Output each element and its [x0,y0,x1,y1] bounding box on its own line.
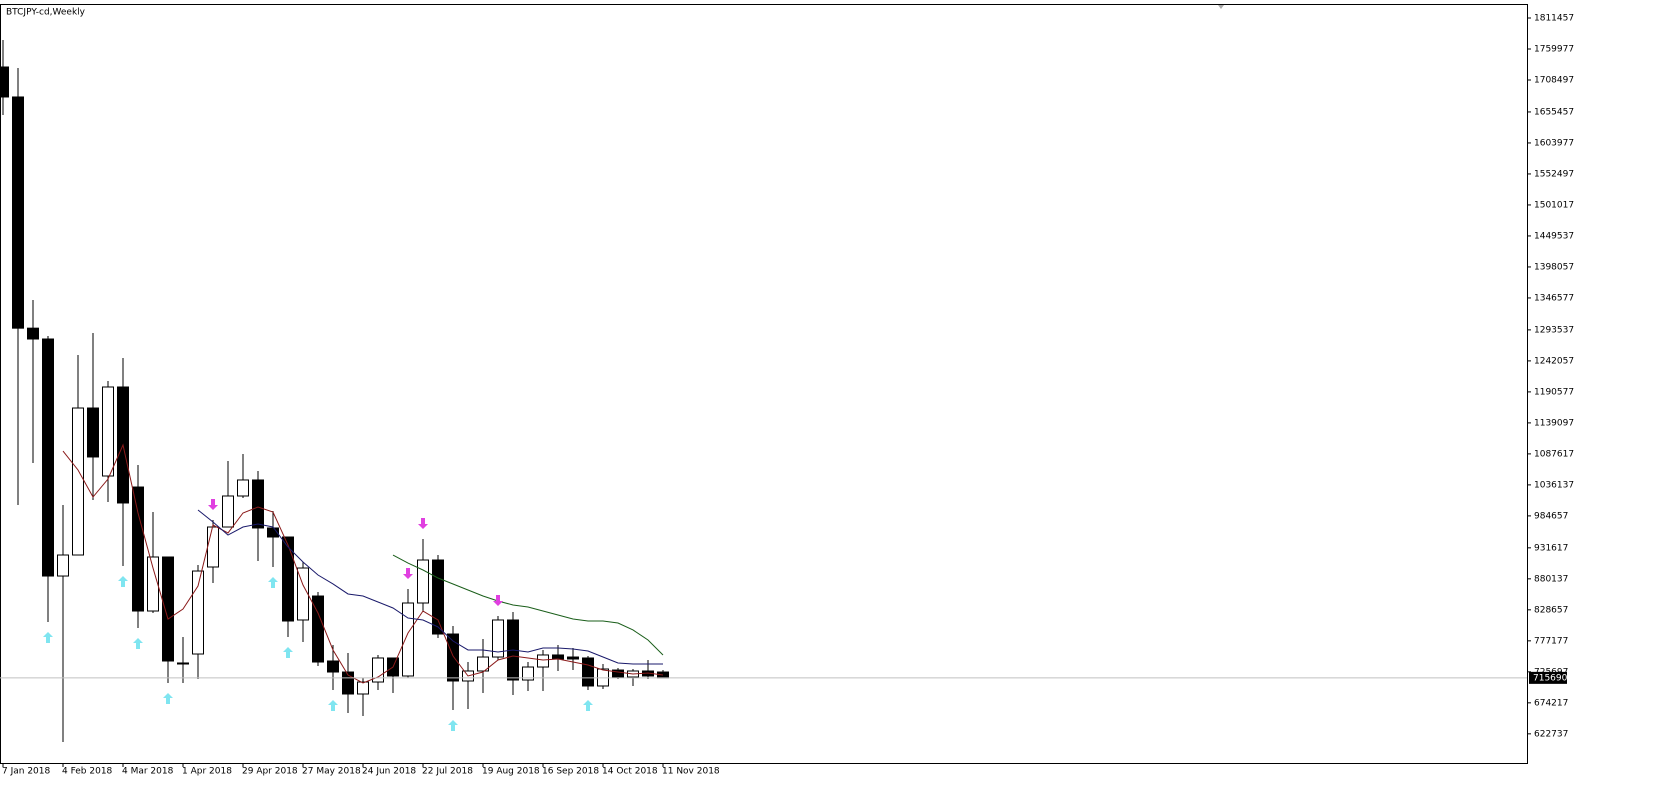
candle-body [0,66,9,98]
candle-body [477,656,489,672]
y-tick-label: 1811457 [1534,13,1574,23]
y-tick-label: 828657 [1534,605,1568,615]
fractal-up [328,700,338,712]
candle-body [27,327,39,340]
y-tick-label: 1293537 [1534,325,1574,335]
fractal-down [403,567,413,579]
x-tick-label: 7 Jan 2018 [2,767,50,777]
y-tick-label: 1036137 [1534,480,1574,490]
candle-body [582,657,594,687]
candle-body [177,662,189,665]
candle-body [282,536,294,622]
x-tick-label: 4 Feb 2018 [62,767,113,777]
candle-body [567,656,579,660]
y-tick-label: 931617 [1534,543,1568,553]
x-tick-label: 22 Jul 2018 [422,767,473,777]
x-tick-label: 29 Apr 2018 [242,767,298,777]
candle-body [492,619,504,658]
y-tick-label: 1449537 [1534,231,1574,241]
candle-body [537,654,549,668]
last-price-label: 715690 [1533,673,1568,683]
candle-body [72,407,84,556]
y-tick-label: 1087617 [1534,449,1574,459]
candle-body [327,660,339,673]
candle-body [297,567,309,621]
fractal-up [583,700,593,712]
y-tick-label: 1190577 [1534,387,1574,397]
shift-marker [1218,5,1224,9]
y-tick-label: 1346577 [1534,293,1574,303]
y-tick-label: 1759977 [1534,45,1574,55]
x-tick-label: 16 Sep 2018 [542,767,599,777]
y-tick-label: 1139097 [1534,418,1574,428]
candle-body [417,559,429,604]
x-tick-label: 24 Jun 2018 [362,767,416,777]
candle-body [312,595,324,663]
y-tick-label: 880137 [1534,574,1568,584]
candle-body [237,479,249,497]
x-tick-label: 4 Mar 2018 [122,767,174,777]
x-tick-label: 1 Apr 2018 [182,767,232,777]
y-tick-label: 1552497 [1534,169,1574,179]
y-tick-label: 777177 [1534,636,1568,646]
candle-body [612,669,624,678]
candle-body [267,527,279,538]
y-tick-label: 1242057 [1534,356,1574,366]
x-tick-label: 14 Oct 2018 [602,767,658,777]
candle-body [192,570,204,655]
fractal-up [268,576,278,588]
fractal-up [43,631,53,643]
fractal-up [118,576,128,588]
candle-body [57,554,69,577]
candle-body [162,556,174,662]
candle-body [42,338,54,577]
plot-frame [0,4,1528,764]
candle-body [402,602,414,677]
y-tick-label: 674217 [1534,698,1568,708]
candle-body [447,633,459,682]
candle-body [372,657,384,683]
y-tick-label: 1398057 [1534,262,1574,272]
candle-body [87,407,99,458]
candle-body [342,671,354,695]
x-tick-label: 19 Aug 2018 [482,767,540,777]
fractal-down [493,595,503,607]
fractal-up [448,720,458,732]
candle-body [102,386,114,477]
x-tick-label: 11 Nov 2018 [662,767,720,777]
fractal-up [133,637,143,649]
candle-body [222,495,234,528]
candle-body [522,666,534,681]
plot [0,40,669,742]
candle-body [432,559,444,635]
candle-body [552,654,564,660]
fractal-up [283,647,293,659]
y-tick-label: 622737 [1534,729,1568,739]
moving-average [392,554,664,656]
y-tick-label: 1708497 [1534,76,1574,86]
moving-average [62,443,664,684]
y-tick-label: 1655457 [1534,107,1574,117]
chart-title: BTCJPY-cd,Weekly [6,8,86,18]
candle-body [132,486,144,612]
fractal-down [208,499,218,511]
moving-average [197,509,663,665]
fractal-down [418,517,428,529]
x-tick-label: 27 May 2018 [302,767,361,777]
candle-body [207,526,219,568]
last-price-box [1529,671,1567,684]
candle-body [12,96,24,329]
y-tick-label: 1603977 [1534,138,1574,148]
y-tick-label: 1501017 [1534,200,1574,210]
y-tick-label: 984657 [1534,511,1568,521]
candle-body [147,556,159,612]
candle-body [252,479,264,529]
candle-body [357,681,369,695]
fractal-up [163,692,173,704]
